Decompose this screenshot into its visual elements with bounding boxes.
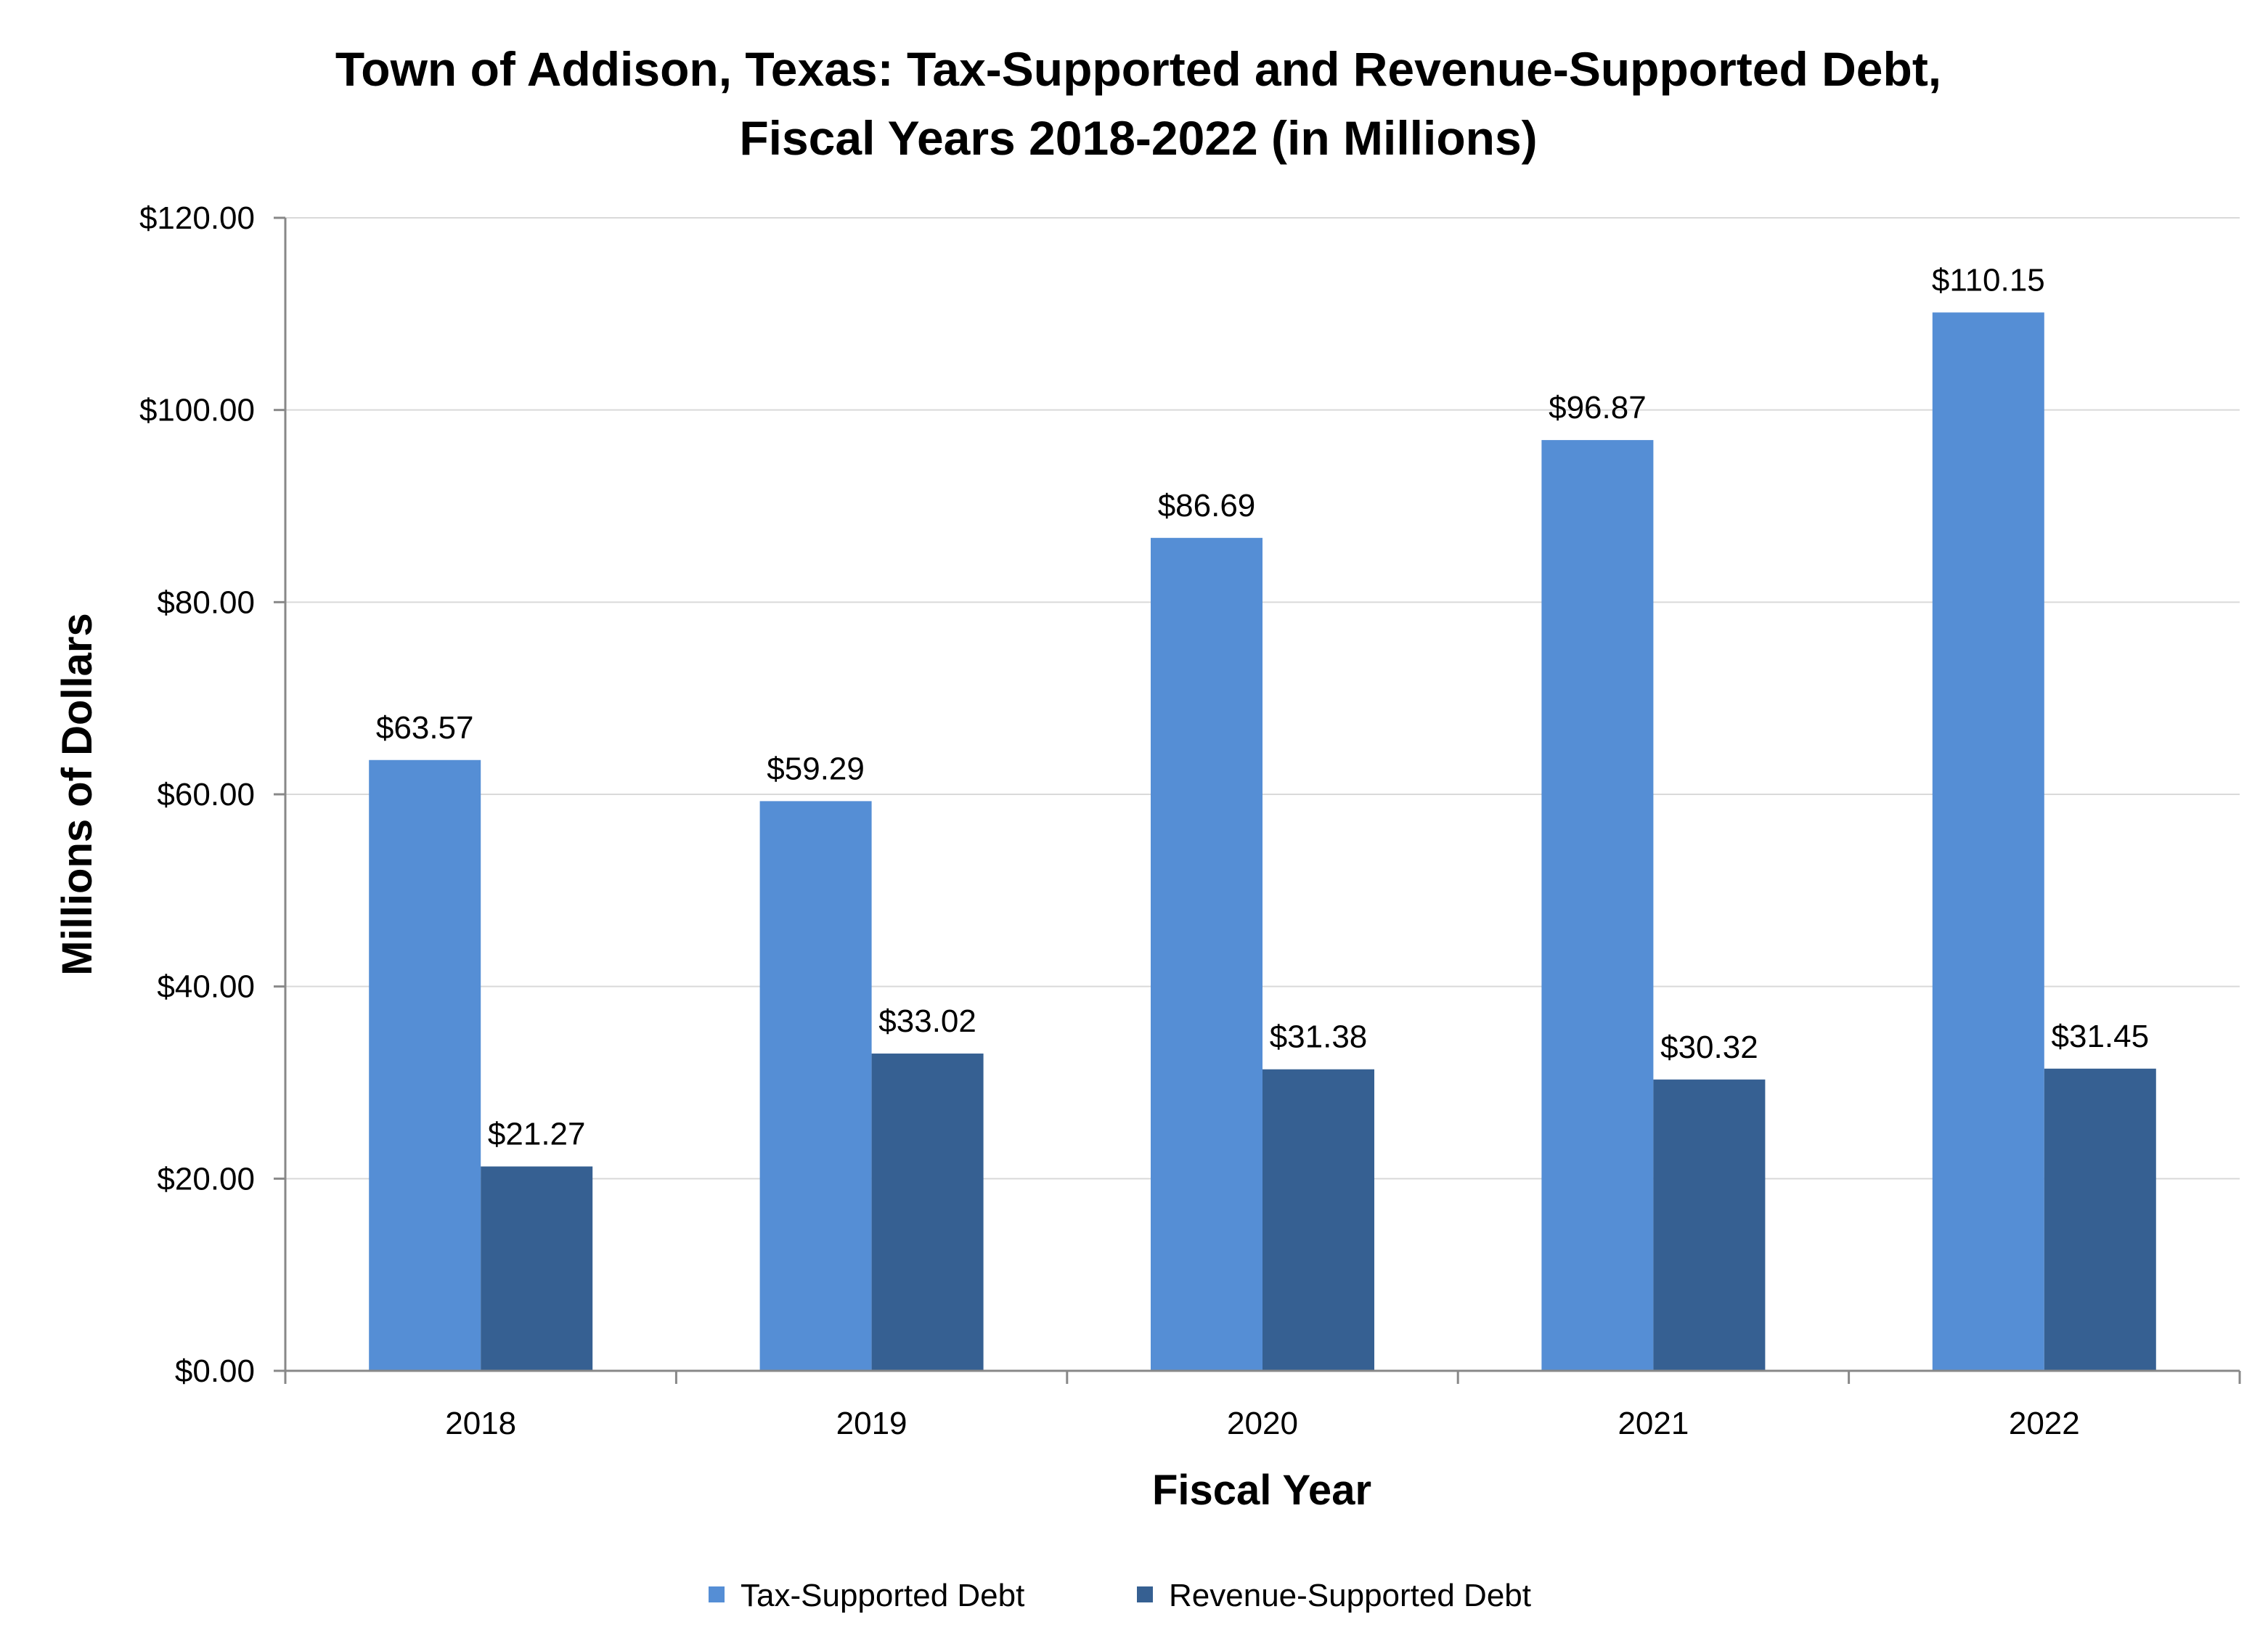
x-tick-label-2021: 2021 [1618,1406,1689,1441]
bar-revenue-supported-debt-2022 [2044,1068,2156,1371]
y-tick-label: $60.00 [157,777,255,812]
y-axis-title: Millions of Dollars [54,613,101,976]
data-label-tax-supported-debt-2022: $110.15 [1932,262,2045,298]
y-axis-ticks: $0.00 $20.00 $40.00 $60.00 $80.00 $100.00 $120… [139,200,285,1389]
legend-swatch-tax-supported [709,1586,725,1602]
bar-revenue-supported-debt-2019 [871,1054,984,1371]
data-label-tax-supported-debt-2018: $63.57 [376,710,474,746]
x-axis-title: Fiscal Year [1152,1467,1371,1514]
y-tick-label: $100.00 [139,393,255,428]
y-tick-label: $120.00 [139,200,255,236]
x-tick-label-2020: 2020 [1227,1406,1298,1441]
x-axis-ticks: 2018 2019 2020 2021 2022 [284,1371,2241,1441]
data-label-revenue-supported-debt-2022: $31.45 [2052,1019,2150,1054]
x-tick-label-2022: 2022 [2009,1406,2080,1441]
bar-revenue-supported-debt-2020 [1263,1069,1374,1371]
bar-tax-supported-debt-2018 [369,759,481,1371]
data-labels: $63.57 $59.29 $86.69 $96.87 $110.15 $21.27 $33… [376,262,2149,1152]
y-tick-label: $80.00 [157,584,255,620]
data-label-revenue-supported-debt-2021: $30.32 [1660,1030,1758,1065]
bar-tax-supported-debt-2021 [1541,440,1654,1372]
chart-title-line-2: Fiscal Years 2018-2022 (in Millions) [739,111,1537,165]
legend-label-revenue-supported: Revenue-Supported Debt [1169,1578,1531,1613]
data-label-tax-supported-debt-2019: $59.29 [767,751,865,786]
bar-tax-supported-debt-2019 [759,801,872,1371]
data-label-revenue-supported-debt-2020: $31.38 [1270,1019,1368,1055]
legend-label-tax-supported: Tax-Supported Debt [741,1578,1024,1613]
bar-revenue-supported-debt-2018 [481,1166,593,1371]
bar-revenue-supported-debt-2021 [1653,1079,1766,1371]
data-label-tax-supported-debt-2020: $86.69 [1158,488,1256,523]
y-tick-label: $40.00 [157,969,255,1005]
legend: Tax-Supported Debt Revenue-Supported Deb… [709,1578,1531,1613]
y-tick-label: $0.00 [175,1353,255,1389]
x-tick-label-2019: 2019 [836,1406,907,1441]
bar-tax-supported-debt-2020 [1151,537,1263,1372]
bars [369,312,2156,1372]
data-label-revenue-supported-debt-2018: $21.27 [488,1117,586,1152]
legend-swatch-revenue-supported [1137,1586,1153,1602]
x-tick-label-2018: 2018 [445,1406,516,1441]
y-tick-label: $20.00 [157,1161,255,1197]
data-label-revenue-supported-debt-2019: $33.02 [878,1003,976,1039]
chart-title-line-1: Town of Addison, Texas: Tax-Supported an… [335,42,1941,96]
data-label-tax-supported-debt-2021: $96.87 [1549,390,1647,425]
bar-tax-supported-debt-2022 [1932,312,2044,1371]
